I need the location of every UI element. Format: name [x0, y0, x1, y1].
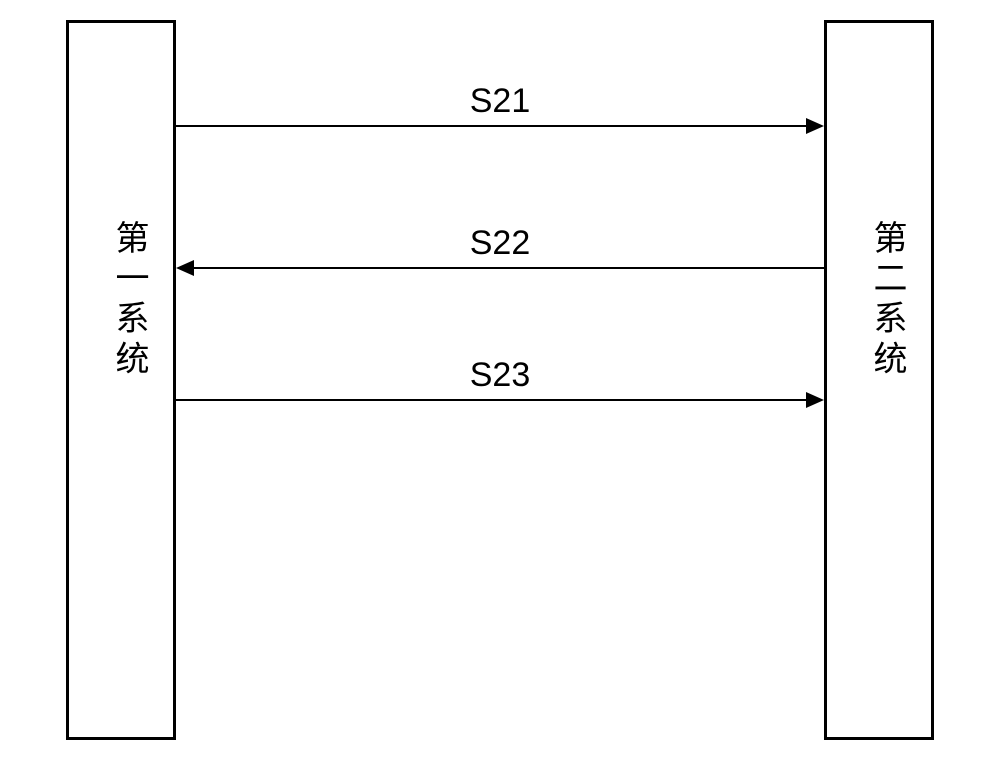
- message-label-s22: S22: [470, 224, 531, 263]
- arrowhead-s22: [176, 260, 194, 276]
- left-system-label: 第一系统: [104, 220, 153, 380]
- message-label-s21: S21: [470, 82, 531, 121]
- arrowhead-s21: [806, 118, 824, 134]
- right-system-label: 第二系统: [862, 220, 911, 380]
- message-label-s23: S23: [470, 356, 531, 395]
- diagram-canvas: 第一系统 第二系统 S21 S22 S23: [0, 0, 1000, 780]
- message-arrow-s23: [176, 399, 806, 401]
- arrowhead-s23: [806, 392, 824, 408]
- message-arrow-s21: [176, 125, 806, 127]
- message-arrow-s22: [194, 267, 824, 269]
